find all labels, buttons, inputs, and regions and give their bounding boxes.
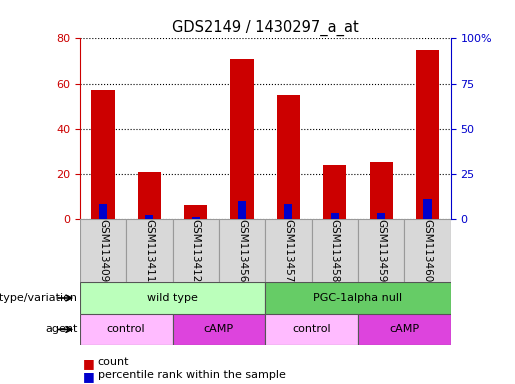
Text: ■: ■ bbox=[82, 357, 94, 370]
Bar bbox=[126, 219, 173, 282]
Bar bbox=[323, 165, 346, 219]
Bar bbox=[231, 59, 253, 219]
Text: GSM113459: GSM113459 bbox=[376, 219, 386, 282]
Bar bbox=[358, 219, 404, 282]
Text: GSM113458: GSM113458 bbox=[330, 219, 340, 282]
Bar bbox=[265, 219, 312, 282]
Text: cAMP: cAMP bbox=[389, 324, 419, 334]
Text: genotype/variation: genotype/variation bbox=[0, 293, 77, 303]
Text: count: count bbox=[98, 357, 129, 367]
Text: ■: ■ bbox=[82, 370, 94, 383]
Bar bbox=[404, 219, 451, 282]
Text: percentile rank within the sample: percentile rank within the sample bbox=[98, 370, 286, 380]
Text: control: control bbox=[293, 324, 331, 334]
Bar bbox=[173, 219, 219, 282]
Bar bbox=[377, 214, 385, 219]
Bar bbox=[369, 162, 392, 219]
Bar bbox=[284, 204, 293, 219]
Bar bbox=[358, 314, 451, 345]
Text: wild type: wild type bbox=[147, 293, 198, 303]
Text: agent: agent bbox=[45, 324, 77, 334]
Text: GSM113460: GSM113460 bbox=[422, 219, 433, 282]
Bar bbox=[80, 219, 126, 282]
Text: cAMP: cAMP bbox=[204, 324, 234, 334]
Bar bbox=[138, 172, 161, 219]
Bar bbox=[219, 219, 265, 282]
Text: GSM113411: GSM113411 bbox=[144, 219, 154, 282]
Bar bbox=[184, 205, 207, 219]
Bar bbox=[92, 90, 114, 219]
Bar bbox=[277, 95, 300, 219]
Text: GSM113409: GSM113409 bbox=[98, 219, 108, 282]
Bar bbox=[173, 314, 265, 345]
Bar bbox=[80, 314, 173, 345]
Bar bbox=[312, 219, 358, 282]
Bar bbox=[265, 282, 451, 314]
Text: GSM113456: GSM113456 bbox=[237, 219, 247, 282]
Bar bbox=[265, 314, 358, 345]
Title: GDS2149 / 1430297_a_at: GDS2149 / 1430297_a_at bbox=[172, 20, 358, 36]
Bar bbox=[192, 217, 200, 219]
Bar bbox=[145, 215, 153, 219]
Bar bbox=[99, 204, 107, 219]
Bar bbox=[331, 214, 339, 219]
Bar bbox=[238, 201, 246, 219]
Bar bbox=[423, 199, 432, 219]
Bar bbox=[416, 50, 439, 219]
Text: GSM113457: GSM113457 bbox=[283, 219, 294, 282]
Text: PGC-1alpha null: PGC-1alpha null bbox=[313, 293, 403, 303]
Text: GSM113412: GSM113412 bbox=[191, 219, 201, 282]
Bar bbox=[80, 282, 265, 314]
Text: control: control bbox=[107, 324, 146, 334]
